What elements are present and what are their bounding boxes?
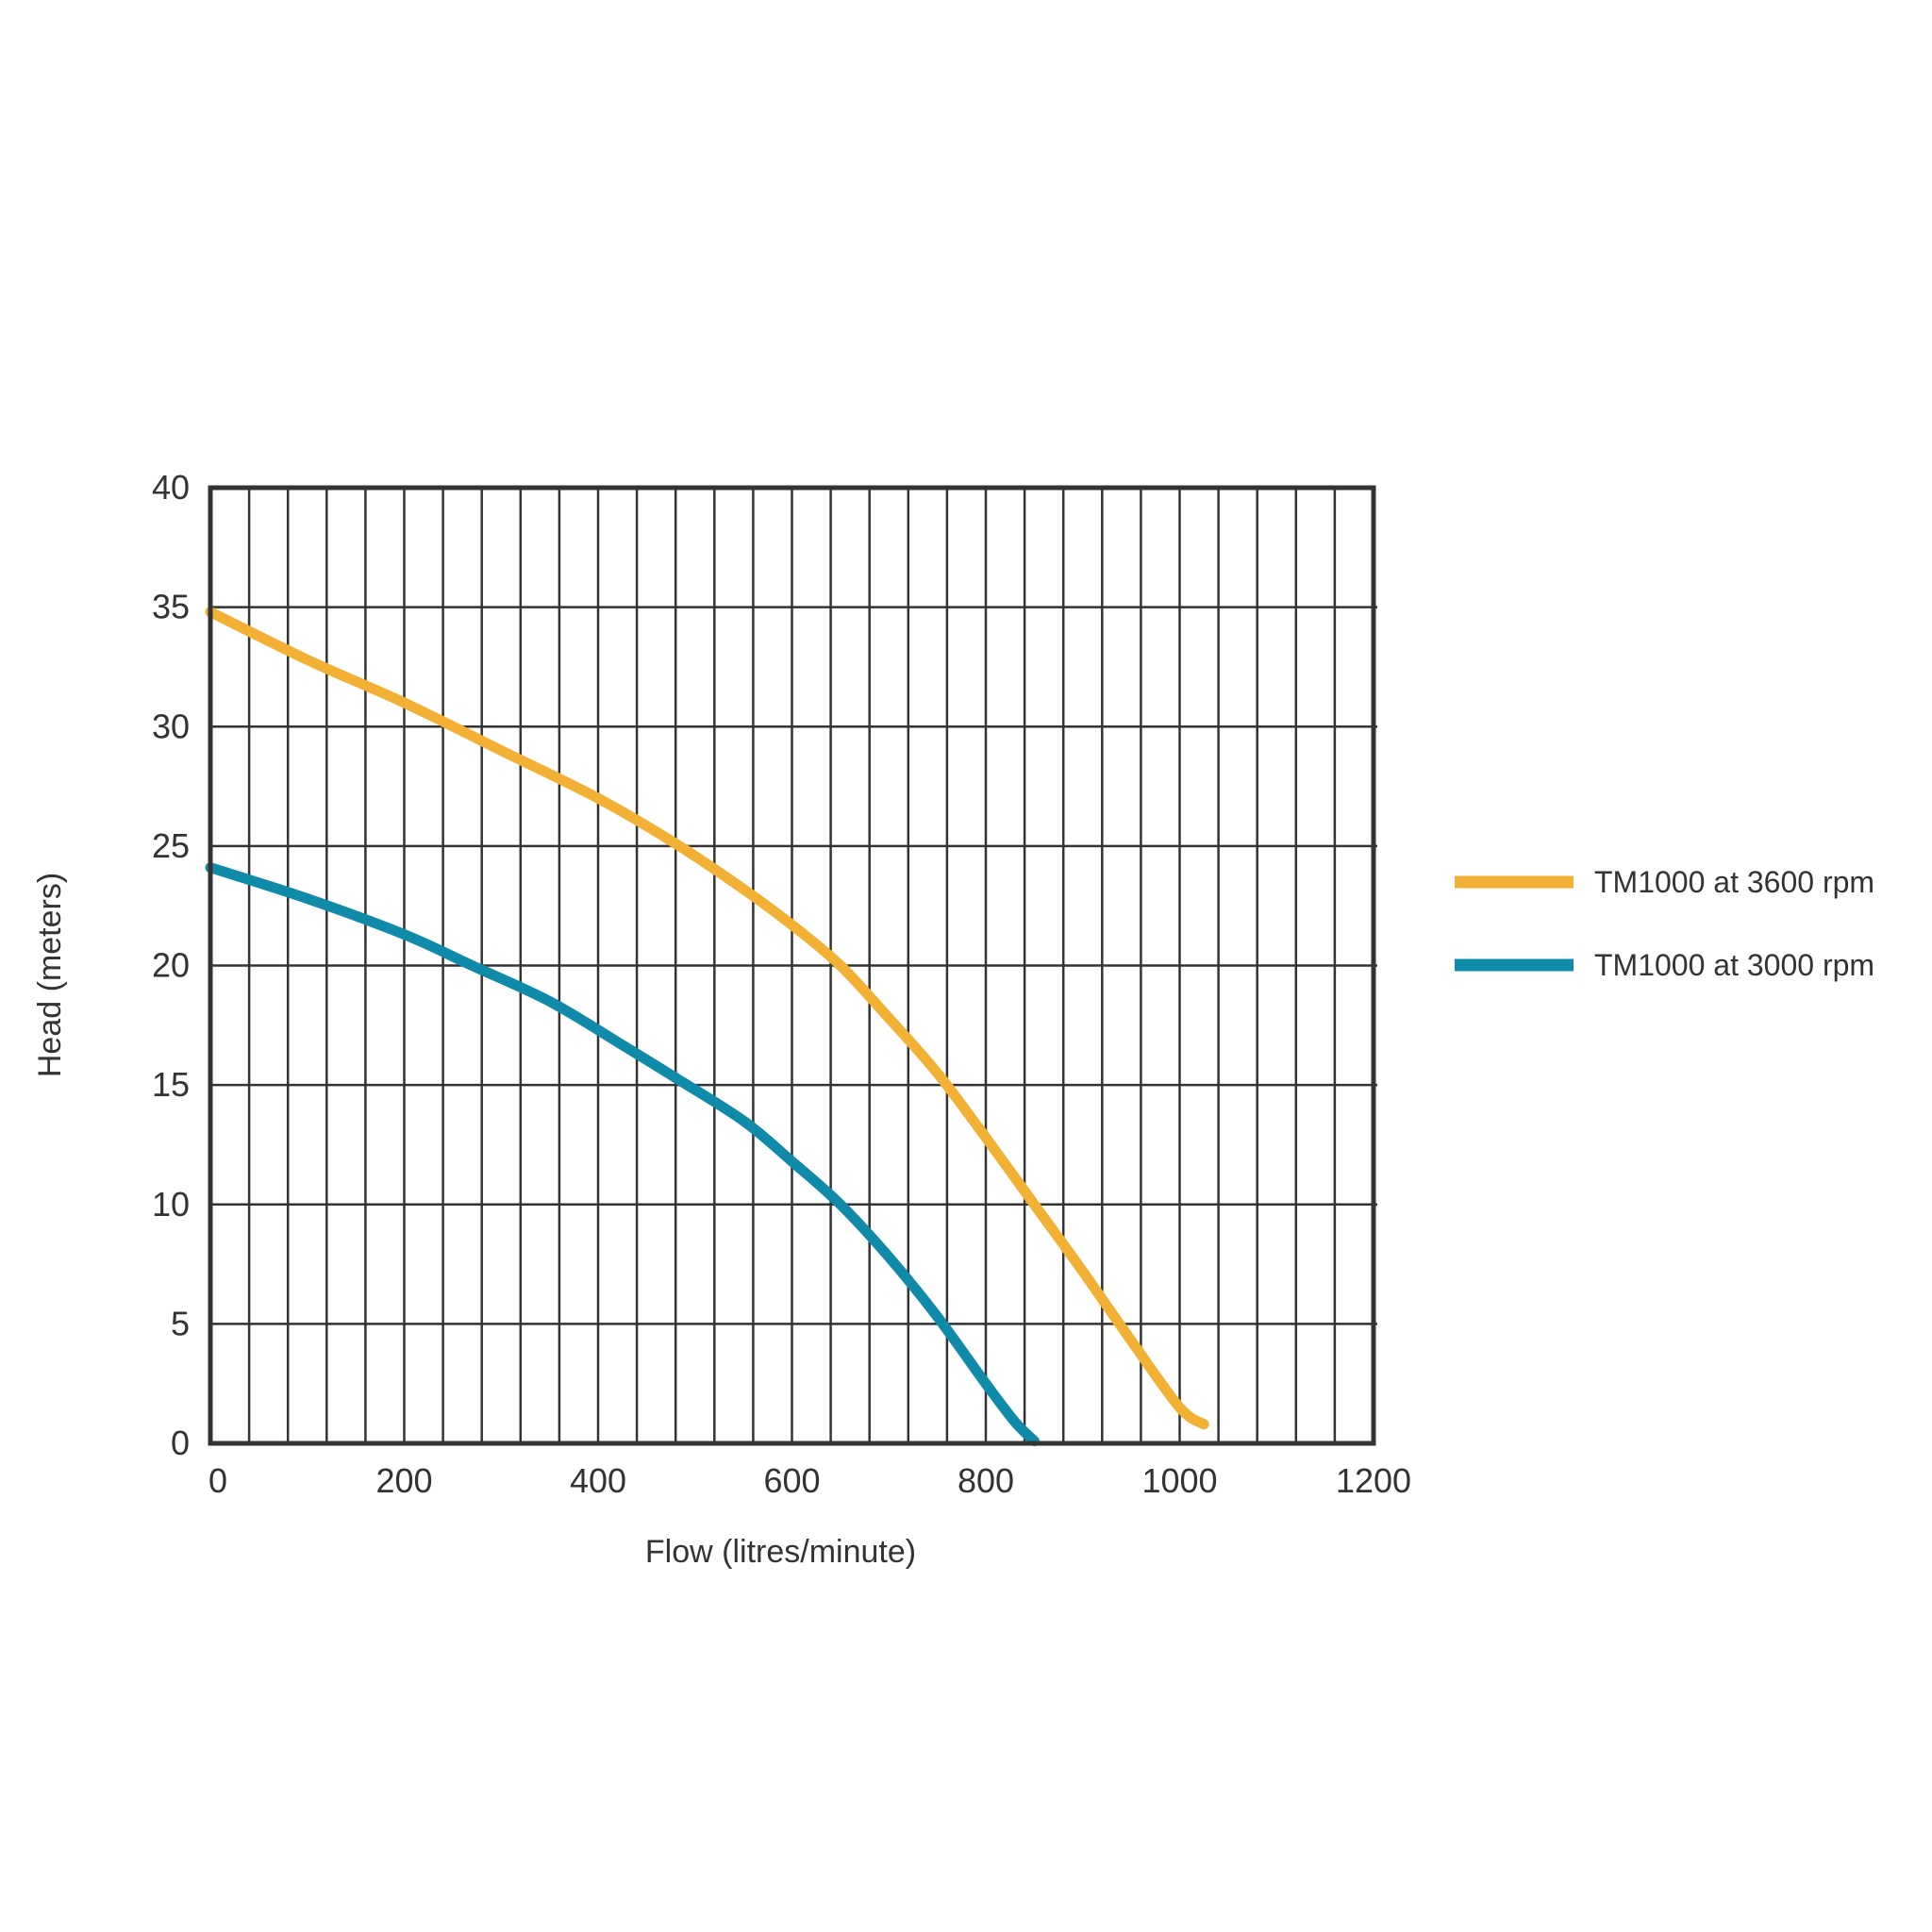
x-tick-label: 1200 <box>1336 1461 1411 1500</box>
y-axis-label: Head (meters) <box>32 873 68 1077</box>
legend-label: TM1000 at 3000 rpm <box>1594 948 1874 982</box>
tick-labels: 0 200 400 600 800 1000 1200 0 5 10 15 20 25 30 35 40 <box>152 468 1411 1500</box>
y-tick-label: 40 <box>152 468 190 507</box>
x-tick-label: 400 <box>570 1461 626 1500</box>
series-line <box>205 862 1040 1446</box>
series-line <box>205 607 1209 1430</box>
plot-frame <box>208 485 1376 1446</box>
y-tick-label: 30 <box>152 707 190 745</box>
x-tick-label: 200 <box>375 1461 432 1500</box>
x-tick-label: 1000 <box>1141 1461 1217 1500</box>
y-tick-label: 20 <box>152 946 190 985</box>
x-tick-label: 800 <box>958 1461 1014 1500</box>
y-tick-label: 0 <box>171 1424 190 1462</box>
legend: TM1000 at 3600 rpm TM1000 at 3000 rpm <box>1455 865 1874 982</box>
legend-label: TM1000 at 3600 rpm <box>1594 865 1874 899</box>
series-layer <box>205 607 1209 1446</box>
grid <box>210 488 1377 1443</box>
x-tick-label: 600 <box>763 1461 820 1500</box>
y-tick-label: 5 <box>171 1304 190 1342</box>
y-tick-label: 10 <box>152 1185 190 1224</box>
x-axis-label: Flow (litres/minute) <box>645 1534 916 1570</box>
y-tick-label: 15 <box>152 1065 190 1104</box>
y-tick-label: 35 <box>152 588 190 626</box>
y-tick-label: 25 <box>152 826 190 865</box>
x-tick-label: 0 <box>208 1461 227 1500</box>
